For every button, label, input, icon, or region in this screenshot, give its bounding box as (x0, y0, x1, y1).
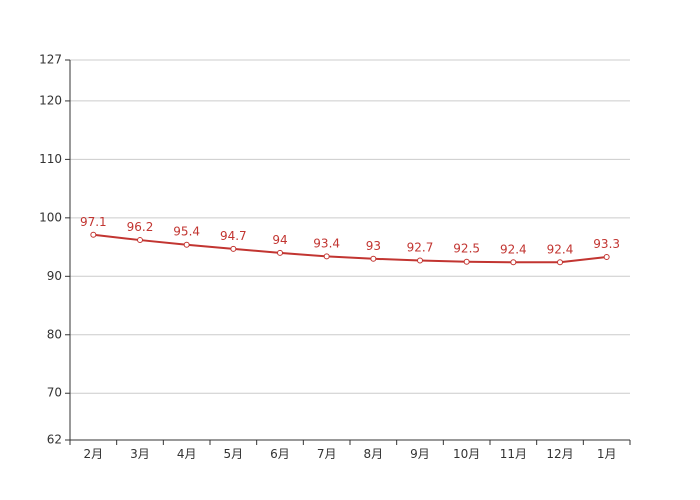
y-tick-label: 120 (39, 93, 62, 107)
data-label: 92.5 (453, 242, 480, 256)
data-point (370, 255, 377, 262)
x-tick-label: 12月 (546, 447, 573, 461)
y-tick-label: 110 (39, 152, 62, 166)
x-tick-label: 6月 (270, 447, 290, 461)
x-tick-label: 9月 (410, 447, 430, 461)
data-label: 94 (272, 233, 287, 247)
series-layer (90, 231, 610, 266)
axes: 62 70 80 90 100 110 120 127 2月 3月 4月 5月 6月 7月 8月 9月 10月 1… (39, 53, 631, 461)
data-point (183, 241, 190, 248)
y-tick-label: 80 (47, 327, 62, 341)
x-tick-label: 7月 (317, 447, 337, 461)
y-tick-label: 127 (39, 53, 62, 67)
data-label: 96.2 (127, 220, 154, 234)
data-point (603, 254, 610, 261)
data-point (277, 249, 283, 256)
data-label: 92.4 (500, 242, 527, 256)
x-tick-label: 10月 (453, 447, 480, 461)
data-label: 94.7 (220, 229, 247, 243)
data-point (510, 259, 517, 266)
data-label: 95.4 (173, 225, 200, 239)
data-label: 92.4 (547, 242, 574, 256)
x-tick-label: 4月 (177, 447, 197, 461)
data-label: 93 (366, 239, 381, 253)
data-labels: 97.1 96.2 95.4 94.7 94 93.4 93 92.7 92.5 92.4 92.4… (80, 215, 620, 256)
x-tick-label: 3月 (130, 447, 150, 461)
x-tick-label: 2月 (84, 447, 104, 461)
x-tick-label: 8月 (364, 447, 384, 461)
data-label: 93.3 (593, 237, 620, 251)
series-line (93, 233, 607, 264)
x-tick-label: 5月 (224, 447, 244, 461)
grid-lines (70, 59, 630, 394)
data-point (90, 231, 97, 238)
data-label: 93.4 (313, 236, 340, 250)
y-tick-label: 62 (47, 433, 62, 447)
y-tick-label: 100 (39, 210, 62, 224)
y-tick-label: 70 (47, 386, 62, 400)
data-point (137, 237, 143, 244)
data-label: 97.1 (80, 215, 107, 229)
x-tick-label: 11月 (500, 447, 527, 461)
data-point (463, 258, 470, 265)
data-point (323, 253, 330, 260)
data-point (417, 257, 423, 264)
x-tick-label: 1月 (597, 447, 617, 461)
data-point (230, 245, 237, 252)
y-tick-label: 90 (47, 269, 62, 283)
data-point (557, 259, 563, 266)
data-label: 92.7 (407, 241, 434, 255)
